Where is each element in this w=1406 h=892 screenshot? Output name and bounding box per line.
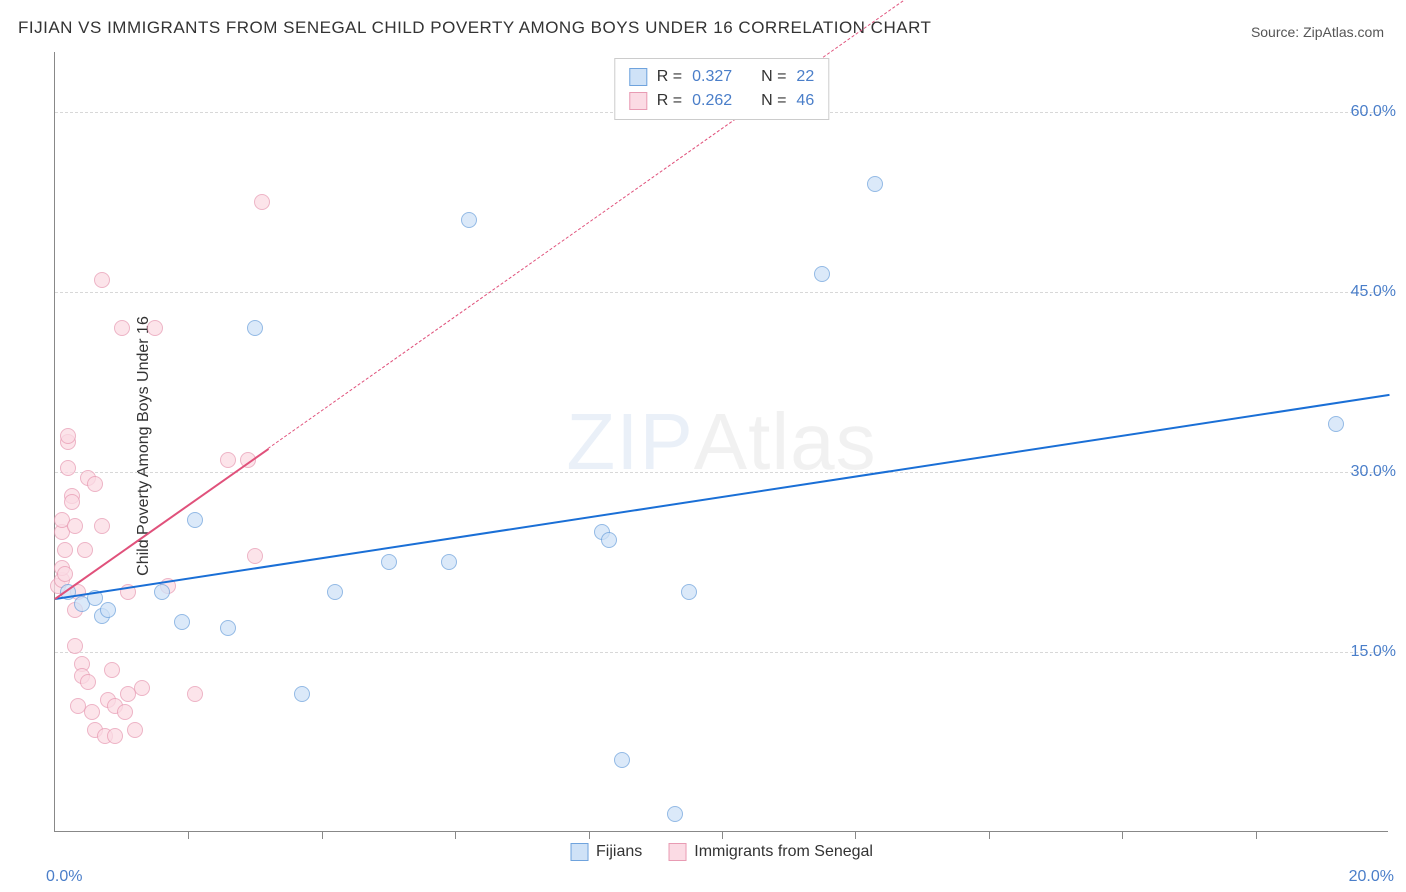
r-label: R = — [657, 65, 682, 89]
x-tick — [1256, 831, 1257, 839]
scatter-point-senegal — [187, 686, 203, 702]
scatter-point-fijians — [247, 320, 263, 336]
x-tick — [722, 831, 723, 839]
scatter-point-fijians — [381, 554, 397, 570]
scatter-point-fijians — [681, 584, 697, 600]
plot-area: ZIPAtlas R =0.327 N =22R =0.262 N =46 Fi… — [54, 52, 1388, 832]
scatter-point-senegal — [64, 494, 80, 510]
legend: Fijians Immigrants from Senegal — [570, 843, 873, 861]
scatter-point-fijians — [187, 512, 203, 528]
gridline — [55, 652, 1388, 653]
scatter-point-senegal — [220, 452, 236, 468]
r-value: 0.262 — [692, 89, 732, 113]
legend-swatch-fijians — [570, 843, 588, 861]
swatch-senegal — [629, 92, 647, 110]
scatter-point-fijians — [174, 614, 190, 630]
scatter-point-senegal — [107, 728, 123, 744]
scatter-point-fijians — [814, 266, 830, 282]
x-tick — [188, 831, 189, 839]
legend-item-fijians: Fijians — [570, 843, 642, 861]
scatter-point-senegal — [134, 680, 150, 696]
scatter-point-senegal — [57, 542, 73, 558]
y-tick-label: 15.0% — [1351, 643, 1396, 661]
scatter-point-senegal — [80, 674, 96, 690]
source-attribution: Source: ZipAtlas.com — [1251, 24, 1384, 40]
y-tick-label: 45.0% — [1351, 283, 1396, 301]
scatter-point-senegal — [94, 518, 110, 534]
scatter-point-senegal — [67, 638, 83, 654]
scatter-point-senegal — [57, 566, 73, 582]
scatter-point-senegal — [247, 548, 263, 564]
x-tick — [1122, 831, 1123, 839]
legend-swatch-senegal — [668, 843, 686, 861]
scatter-point-senegal — [94, 272, 110, 288]
scatter-point-senegal — [147, 320, 163, 336]
gridline — [55, 292, 1388, 293]
scatter-point-senegal — [77, 542, 93, 558]
scatter-point-senegal — [87, 476, 103, 492]
r-label: R = — [657, 89, 682, 113]
stat-row-senegal: R = 0.262 N = 46 — [629, 89, 814, 113]
scatter-point-senegal — [104, 662, 120, 678]
swatch-fijians — [629, 68, 647, 86]
x-tick — [855, 831, 856, 839]
x-tick-label-min: 0.0% — [46, 868, 82, 886]
x-tick — [989, 831, 990, 839]
scatter-point-fijians — [220, 620, 236, 636]
scatter-point-fijians — [154, 584, 170, 600]
correlation-stats-box: R = 0.327 N = 22 R = 0.262 N = 46 — [614, 58, 829, 120]
scatter-point-senegal — [60, 428, 76, 444]
scatter-point-fijians — [1328, 416, 1344, 432]
scatter-point-fijians — [441, 554, 457, 570]
scatter-point-fijians — [294, 686, 310, 702]
legend-label: Immigrants from Senegal — [694, 843, 873, 861]
scatter-point-senegal — [67, 518, 83, 534]
scatter-point-fijians — [100, 602, 116, 618]
n-value: 46 — [796, 89, 814, 113]
watermark: ZIPAtlas — [566, 396, 876, 488]
scatter-point-senegal — [127, 722, 143, 738]
scatter-point-senegal — [254, 194, 270, 210]
y-tick-label: 30.0% — [1351, 463, 1396, 481]
stat-row-fijians: R = 0.327 N = 22 — [629, 65, 814, 89]
scatter-point-senegal — [84, 704, 100, 720]
y-tick-label: 60.0% — [1351, 103, 1396, 121]
gridline — [55, 472, 1388, 473]
scatter-point-fijians — [327, 584, 343, 600]
x-tick — [455, 831, 456, 839]
scatter-point-senegal — [60, 460, 76, 476]
legend-label: Fijians — [596, 843, 642, 861]
trend-line — [55, 394, 1389, 600]
n-label: N = — [761, 65, 786, 89]
chart-title: FIJIAN VS IMMIGRANTS FROM SENEGAL CHILD … — [18, 18, 931, 38]
scatter-point-fijians — [601, 532, 617, 548]
scatter-point-fijians — [614, 752, 630, 768]
scatter-point-fijians — [867, 176, 883, 192]
n-label: N = — [761, 89, 786, 113]
x-tick — [322, 831, 323, 839]
x-tick-label-max: 20.0% — [1349, 868, 1394, 886]
scatter-point-fijians — [461, 212, 477, 228]
stat-rows: R = 0.327 N = 22 R = 0.262 N = 46 — [629, 65, 814, 113]
x-tick — [589, 831, 590, 839]
r-value: 0.327 — [692, 65, 732, 89]
legend-item-senegal: Immigrants from Senegal — [668, 843, 873, 861]
scatter-point-fijians — [667, 806, 683, 822]
scatter-point-senegal — [114, 320, 130, 336]
scatter-point-senegal — [117, 704, 133, 720]
n-value: 22 — [796, 65, 814, 89]
